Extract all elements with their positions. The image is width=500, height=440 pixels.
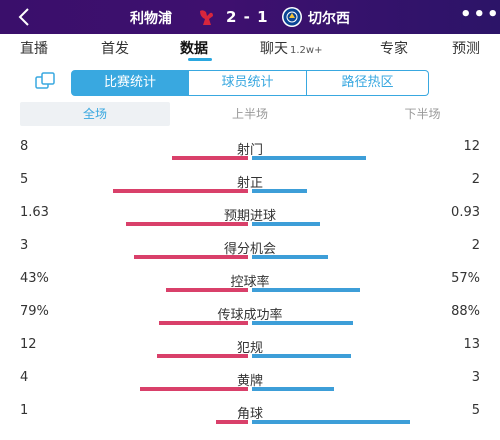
- back-button[interactable]: [14, 6, 36, 28]
- stat-home-value: 5: [20, 172, 29, 187]
- main-tabs: 直播 首发 数据 聊天 1.2w+ 专家 预测: [0, 34, 500, 61]
- stat-name: 黄牌: [236, 374, 263, 389]
- stat-away-bar: [252, 288, 360, 292]
- stat-away-value: 2: [471, 172, 480, 187]
- stat-away-bar: [252, 321, 353, 325]
- active-tab-indicator: [188, 58, 212, 61]
- match-header: 利物浦 2 - 1 切尔西 •••: [0, 0, 500, 34]
- stat-row: 1.63 预期进球 0.93: [0, 205, 500, 235]
- stat-row: 8 射门 12: [0, 139, 500, 169]
- stat-away-bar: [252, 255, 328, 259]
- stat-name: 射正: [236, 176, 263, 191]
- tab-chat-count: 1.2w+: [290, 45, 323, 56]
- stat-home-bar: [216, 420, 248, 424]
- stat-home-bar: [172, 156, 248, 160]
- liverpool-crest-icon[interactable]: [197, 7, 217, 27]
- stat-home-value: 79%: [20, 304, 49, 319]
- stat-row: 3 得分机会 2: [0, 238, 500, 268]
- home-team-name: 利物浦: [130, 11, 172, 27]
- stat-home-bar: [134, 255, 248, 259]
- stat-home-value: 4: [20, 370, 29, 385]
- stat-row: 5 射正 2: [0, 172, 500, 202]
- tab-chat[interactable]: 聊天 1.2w+: [260, 38, 322, 58]
- stat-home-bar: [113, 189, 248, 193]
- away-team-name: 切尔西: [308, 11, 350, 27]
- segment-match-stats[interactable]: 比赛统计: [71, 70, 189, 96]
- stat-away-value: 13: [463, 337, 480, 352]
- tab-prediction[interactable]: 预测: [452, 41, 480, 57]
- chelsea-crest-icon[interactable]: [281, 6, 303, 28]
- stat-home-value: 8: [20, 139, 29, 154]
- compare-icon[interactable]: [34, 71, 56, 91]
- tab-live[interactable]: 直播: [20, 41, 48, 57]
- stat-home-value: 1.63: [20, 205, 49, 220]
- stat-away-bar: [252, 222, 320, 226]
- stat-away-bar: [252, 189, 307, 193]
- period-second-half[interactable]: 下半场: [404, 107, 441, 121]
- stat-name: 得分机会: [223, 242, 276, 257]
- period-first-half[interactable]: 上半场: [231, 107, 268, 121]
- stat-away-value: 88%: [451, 304, 480, 319]
- period-full-match[interactable]: 全场: [20, 102, 170, 126]
- stat-away-bar: [252, 387, 334, 391]
- stat-home-value: 12: [20, 337, 37, 352]
- stat-row: 12 犯规 13: [0, 337, 500, 367]
- stat-row: 1 角球 5: [0, 403, 500, 433]
- stats-segment-bar: 比赛统计 球员统计 路径热区: [0, 64, 500, 98]
- stat-name: 传球成功率: [217, 308, 283, 323]
- stat-home-bar: [166, 288, 248, 292]
- stat-home-bar: [157, 354, 248, 358]
- stat-home-bar: [159, 321, 248, 325]
- stat-name: 角球: [236, 407, 263, 422]
- stat-away-bar: [252, 156, 366, 160]
- stat-home-bar: [126, 222, 248, 226]
- match-score: 2 - 1: [226, 8, 269, 26]
- stat-home-bar: [140, 387, 248, 391]
- stat-name: 控球率: [230, 275, 270, 290]
- chevron-left-icon: [18, 8, 29, 26]
- stat-away-value: 12: [463, 139, 480, 154]
- stat-row: 43% 控球率 57%: [0, 271, 500, 301]
- stat-away-value: 57%: [451, 271, 480, 286]
- stat-name: 犯规: [236, 341, 263, 356]
- stat-row: 79% 传球成功率 88%: [0, 304, 500, 334]
- period-selector: 全场 上半场 下半场: [20, 102, 480, 126]
- tab-data[interactable]: 数据: [180, 41, 208, 57]
- stat-away-value: 5: [471, 403, 480, 418]
- tab-expert[interactable]: 专家: [380, 41, 408, 57]
- stat-away-bar: [252, 420, 410, 424]
- segment-heatmap[interactable]: 路径热区: [307, 70, 429, 96]
- stat-away-value: 2: [471, 238, 480, 253]
- stat-away-value: 0.93: [451, 205, 480, 220]
- stat-home-value: 3: [20, 238, 29, 253]
- segment-player-stats[interactable]: 球员统计: [189, 70, 307, 96]
- stat-home-value: 43%: [20, 271, 49, 286]
- stat-away-bar: [252, 354, 351, 358]
- tab-lineup[interactable]: 首发: [101, 41, 129, 57]
- stat-home-value: 1: [20, 403, 29, 418]
- more-dots-icon[interactable]: •••: [460, 4, 500, 25]
- stat-name: 预期进球: [223, 209, 276, 224]
- stat-row: 4 黄牌 3: [0, 370, 500, 400]
- tab-chat-label: 聊天: [260, 41, 288, 57]
- stat-name: 射门: [236, 143, 263, 158]
- stat-away-value: 3: [471, 370, 480, 385]
